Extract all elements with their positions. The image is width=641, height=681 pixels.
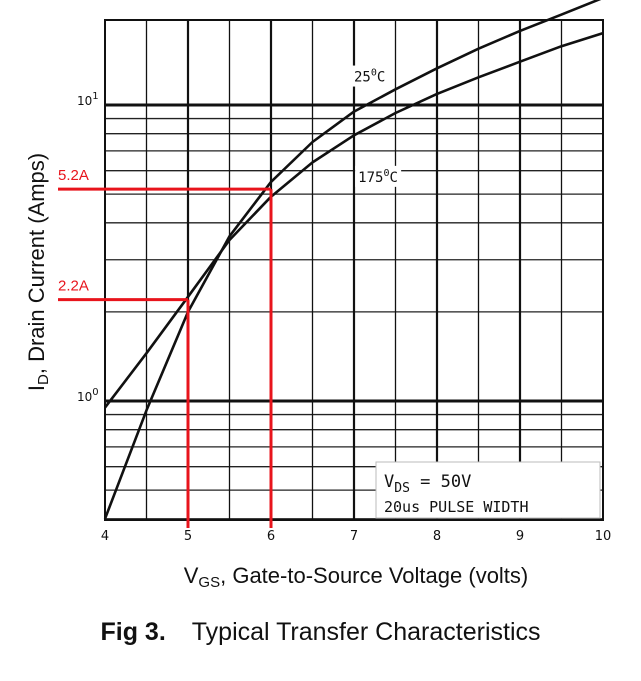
x-axis-label-main: V bbox=[184, 563, 199, 588]
y-axis-label: ID, Drain Current (Amps) bbox=[24, 153, 52, 391]
legend-vds-rest: = 50V bbox=[410, 472, 471, 492]
series-line-1 bbox=[103, 31, 604, 409]
x-tick-label-1: 5 bbox=[184, 529, 192, 544]
legend-pulse-width: 20us PULSE WIDTH bbox=[384, 498, 529, 516]
x-axis-label-sub: GS bbox=[198, 574, 220, 591]
x-tick-label-3: 7 bbox=[350, 529, 358, 544]
legend-vds-line: VDS = 50V bbox=[384, 472, 471, 496]
series-label-unit-0: C bbox=[377, 70, 385, 86]
x-tick-label-6: 10 bbox=[595, 529, 612, 544]
series-label-1: 1750C bbox=[358, 168, 398, 186]
y-tick-base-0: 10 bbox=[77, 390, 92, 404]
figure-caption: Fig 3. Typical Transfer Characteristics bbox=[0, 618, 641, 647]
y-tick-label-0: 100 bbox=[77, 387, 99, 404]
x-axis-label-rest: , Gate-to-Source Voltage (volts) bbox=[220, 563, 528, 588]
x-tick-label-4: 8 bbox=[433, 529, 441, 544]
x-tick-label-0: 4 bbox=[101, 529, 109, 544]
series-label-0: 250C bbox=[354, 68, 385, 86]
series-label-sup-1: 0 bbox=[383, 168, 389, 179]
annotation-label-1: 2.2A bbox=[58, 278, 89, 295]
y-tick-base-1: 10 bbox=[77, 94, 92, 108]
figure-caption-text: Typical Transfer Characteristics bbox=[191, 618, 541, 646]
legend-box-frame bbox=[375, 461, 601, 519]
y-tick-exp-0: 0 bbox=[92, 387, 98, 398]
annotation-label-0: 5.2A bbox=[58, 167, 89, 184]
y-tick-exp-1: 1 bbox=[92, 91, 98, 102]
x-tick-label-2: 6 bbox=[267, 529, 275, 544]
x-axis-label: VGS, Gate-to-Source Voltage (volts) bbox=[184, 563, 529, 591]
series-label-bg-1 bbox=[355, 165, 402, 187]
red-annotations: 5.2A 2.2A bbox=[58, 167, 273, 528]
legend-vds-sub: DS bbox=[394, 481, 410, 496]
legend-vds-main: V bbox=[384, 472, 394, 492]
y-axis-label-rest: , Drain Current (Amps) bbox=[24, 153, 49, 374]
series-label-sup-0: 0 bbox=[371, 68, 377, 79]
y-tick-label-1: 101 bbox=[77, 91, 99, 108]
y-axis-label-sub: D bbox=[35, 374, 52, 385]
series-label-main-0: 25 bbox=[354, 70, 371, 86]
series-label-main-1: 175 bbox=[358, 170, 383, 186]
series-label-bg-0 bbox=[351, 65, 389, 87]
x-tick-labels: 4 5 6 7 8 9 10 bbox=[101, 529, 611, 544]
x-tick-label-5: 9 bbox=[516, 529, 524, 544]
legend-box: VDS = 50V 20us PULSE WIDTH bbox=[375, 461, 601, 519]
plot-frame bbox=[104, 19, 604, 521]
y-axis-label-main: I bbox=[24, 385, 49, 391]
figure-number: Fig 3. bbox=[100, 618, 166, 646]
series-label-unit-1: C bbox=[389, 170, 397, 186]
